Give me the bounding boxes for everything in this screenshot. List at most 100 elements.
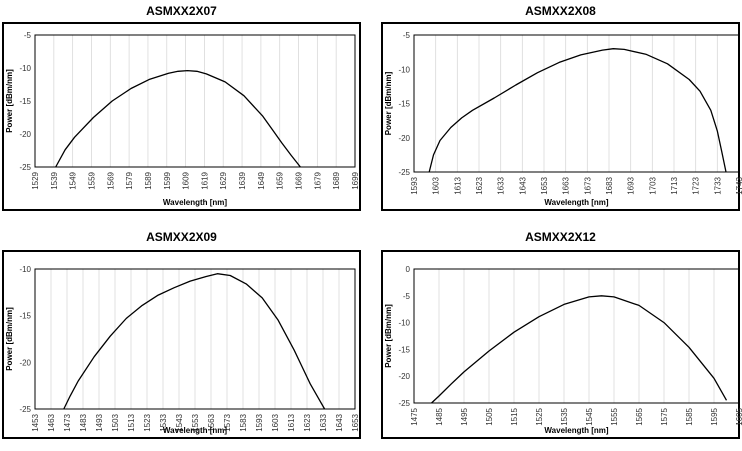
x-tick-label: 1569 — [106, 171, 115, 189]
plot-area — [413, 268, 740, 404]
x-tick-label: 1609 — [182, 171, 191, 189]
plot-area — [34, 268, 356, 410]
x-tick-label: 1563 — [207, 413, 216, 431]
x-tick-label: 1689 — [332, 171, 341, 189]
chart-asmxx2x08: ASMXX2X08 1593 1603 1613 1623 1633 1643 1653 166… — [381, 4, 742, 211]
x-axis-label: Wavelength [nm] — [163, 198, 227, 207]
chart-title: ASMXX2X08 — [525, 4, 596, 18]
x-tick-label: 1585 — [685, 407, 694, 425]
x-tick-label: 1495 — [460, 407, 469, 425]
x-tick-label: 1733 — [713, 176, 722, 194]
x-tick-label: 1535 — [560, 407, 569, 425]
x-tick-label: 1513 — [127, 413, 136, 431]
x-tick-label: 1693 — [627, 176, 636, 194]
x-tick-label: 1619 — [200, 171, 209, 189]
x-tick-label: 1629 — [219, 171, 228, 189]
x-tick-label: 1573 — [223, 413, 232, 431]
chart-frame — [2, 250, 361, 439]
x-tick-label: 1669 — [295, 171, 304, 189]
x-tick-label: 1639 — [238, 171, 247, 189]
y-tick-label: -20 — [19, 358, 31, 367]
y-tick-label: -15 — [398, 100, 410, 109]
x-tick-label: 1623 — [303, 413, 312, 431]
chart-panel-asmxx2x07: ASMXX2X07 1529 1539 1549 1559 1569 1579 1589 159… — [0, 0, 371, 225]
x-tick-label: 1565 — [635, 407, 644, 425]
y-tick-label: 0 — [406, 265, 411, 274]
x-axis-label: Wavelength [nm] — [544, 198, 608, 207]
x-tick-label: 1605 — [735, 407, 742, 425]
x-tick-label: 1543 — [175, 413, 184, 431]
y-tick-label: -25 — [398, 168, 410, 177]
x-tick-label: 1653 — [540, 176, 549, 194]
x-tick-label: 1643 — [335, 413, 344, 431]
y-tick-label: -15 — [19, 312, 31, 321]
x-tick-label: 1493 — [95, 413, 104, 431]
x-tick-label: 1703 — [648, 176, 657, 194]
x-tick-label: 1603 — [432, 176, 441, 194]
chart-panel-asmxx2x12: ASMXX2X12 1475 1485 1495 1505 1515 1525 1535 154… — [371, 226, 742, 451]
x-tick-label: 1549 — [69, 171, 78, 189]
y-tick-label: -15 — [19, 97, 31, 106]
x-tick-label: 1623 — [475, 176, 484, 194]
chart-panel-asmxx2x09: ASMXX2X09 1453 1463 1473 1483 1493 1503 1513 152… — [0, 226, 371, 451]
series-line — [55, 69, 301, 168]
x-tick-label: 1505 — [485, 407, 494, 425]
x-tick-label: 1595 — [710, 407, 719, 425]
x-tick-label: 1633 — [319, 413, 328, 431]
chart-frame — [381, 22, 740, 211]
x-tick-label: 1485 — [435, 407, 444, 425]
x-tick-label: 1539 — [50, 171, 59, 189]
y-tick-label: -10 — [398, 65, 410, 74]
y-tick-label: -20 — [398, 372, 410, 381]
y-axis-label: Power [dBm/nm] — [384, 71, 393, 135]
x-tick-label: 1523 — [143, 413, 152, 431]
x-tick-label: 1613 — [287, 413, 296, 431]
x-tick-label: 1633 — [497, 176, 506, 194]
chart-title: ASMXX2X12 — [525, 230, 596, 244]
series-line — [428, 48, 727, 173]
x-tick-label: 1603 — [271, 413, 280, 431]
plot-area — [34, 34, 356, 168]
x-tick-label: 1515 — [510, 407, 519, 425]
x-tick-label: 1659 — [276, 171, 285, 189]
x-tick-label: 1683 — [605, 176, 614, 194]
y-tick-label: -10 — [19, 64, 31, 73]
series-line — [431, 295, 728, 404]
y-axis-label: Power [dBm/nm] — [5, 69, 14, 133]
chart-asmxx2x09: ASMXX2X09 1453 1463 1473 1483 1493 1503 1513 152… — [2, 230, 361, 439]
x-tick-label: 1593 — [255, 413, 264, 431]
x-tick-label: 1713 — [670, 176, 679, 194]
x-tick-label: 1473 — [63, 413, 72, 431]
x-tick-label: 1545 — [585, 407, 594, 425]
x-tick-label: 1483 — [79, 413, 88, 431]
y-tick-label: -10 — [398, 319, 410, 328]
x-axis-label: Wavelength [nm] — [163, 426, 227, 435]
x-tick-label: 1463 — [47, 413, 56, 431]
y-axis-label: Power [dBm/nm] — [384, 304, 393, 368]
x-tick-label: 1649 — [257, 171, 266, 189]
x-tick-label: 1579 — [125, 171, 134, 189]
x-tick-label: 1593 — [410, 176, 419, 194]
y-tick-label: -10 — [19, 265, 31, 274]
plot-area — [413, 34, 740, 173]
chart-frame — [2, 22, 361, 211]
x-tick-label: 1575 — [660, 407, 669, 425]
x-tick-label: 1653 — [351, 413, 360, 431]
x-tick-label: 1699 — [351, 171, 360, 189]
x-tick-label: 1559 — [87, 171, 96, 189]
y-tick-label: -20 — [19, 130, 31, 139]
x-tick-label: 1679 — [313, 171, 322, 189]
chart-asmxx2x12: ASMXX2X12 1475 1485 1495 1505 1515 1525 1535 154… — [381, 230, 742, 439]
y-axis-label: Power [dBm/nm] — [5, 307, 14, 371]
y-tick-label: -15 — [398, 345, 410, 354]
x-tick-label: 1453 — [31, 413, 40, 431]
x-tick-label: 1673 — [583, 176, 592, 194]
chart-asmxx2x07: ASMXX2X07 1529 1539 1549 1559 1569 1579 1589 159… — [2, 4, 361, 211]
x-tick-label: 1553 — [191, 413, 200, 431]
y-tick-label: -25 — [398, 399, 410, 408]
chart-title: ASMXX2X09 — [146, 230, 217, 244]
y-tick-label: -5 — [24, 31, 32, 40]
x-axis-label: Wavelength [nm] — [544, 426, 608, 435]
x-tick-label: 1503 — [111, 413, 120, 431]
chart-title: ASMXX2X07 — [146, 4, 217, 18]
